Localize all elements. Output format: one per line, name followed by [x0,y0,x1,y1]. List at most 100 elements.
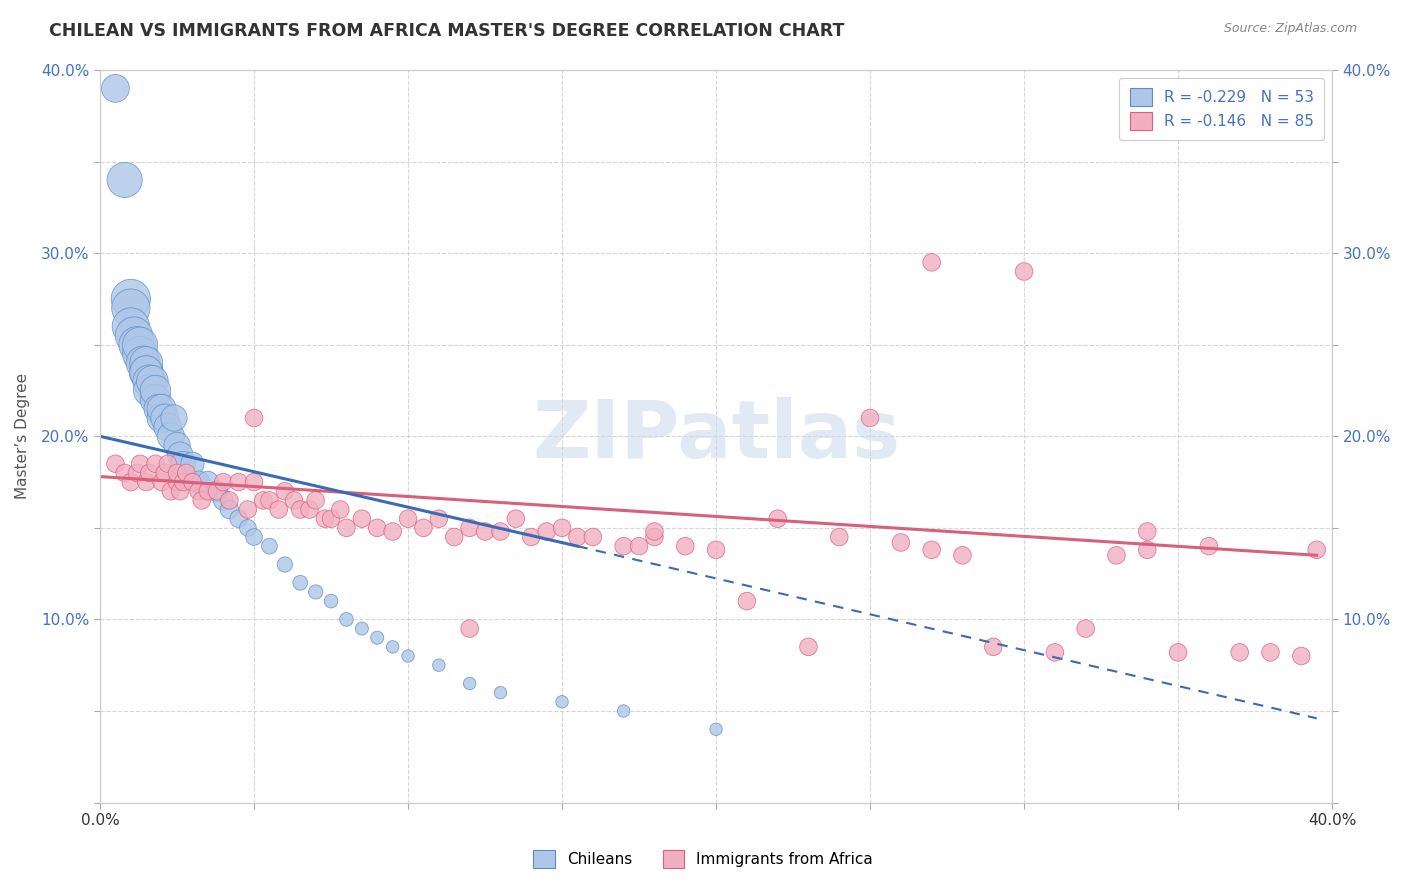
Point [197,475,219,489]
Point [135,356,157,370]
Point [160,429,183,443]
Point [536,524,558,539]
Point [427,658,450,673]
Point [890,535,912,549]
Point [1043,645,1066,659]
Point [218,493,240,508]
Text: Source: ZipAtlas.com: Source: ZipAtlas.com [1223,22,1357,36]
Point [172,457,194,471]
Point [120,292,142,306]
Point [243,411,266,425]
Point [135,365,157,379]
Point [163,411,186,425]
Point [218,502,240,516]
Point [138,384,160,398]
Point [335,612,357,626]
Point [489,524,512,539]
Point [150,401,173,416]
Point [366,521,388,535]
Point [319,594,342,608]
Point [259,493,281,508]
Point [643,530,665,544]
Point [148,401,170,416]
Point [252,493,274,508]
Point [181,457,204,471]
Point [350,511,373,525]
Point [166,466,188,480]
Point [283,493,305,508]
Point [205,484,228,499]
Point [298,502,321,516]
Point [505,511,527,525]
Point [129,347,152,361]
Point [1074,622,1097,636]
Point [859,411,882,425]
Point [766,511,789,525]
Point [169,484,191,499]
Point [197,484,219,499]
Point [172,475,194,489]
Point [412,521,434,535]
Point [187,484,209,499]
Point [1105,549,1128,563]
Text: ZIPatlas: ZIPatlas [531,397,900,475]
Point [153,466,176,480]
Point [489,686,512,700]
Point [236,502,259,516]
Point [243,530,266,544]
Point [474,524,496,539]
Point [156,457,179,471]
Point [150,411,173,425]
Point [122,328,145,343]
Point [150,475,173,489]
Point [135,475,157,489]
Point [156,420,179,434]
Point [174,466,197,480]
Point [567,530,589,544]
Point [673,539,696,553]
Point [236,521,259,535]
Point [129,337,152,351]
Point [153,411,176,425]
Point [1229,645,1251,659]
Point [1012,264,1035,278]
Point [520,530,543,544]
Point [1136,542,1159,557]
Point [120,319,142,334]
Point [329,502,352,516]
Point [187,475,209,489]
Point [212,475,235,489]
Point [304,493,326,508]
Point [613,539,636,553]
Point [120,301,142,315]
Point [551,695,574,709]
Point [1167,645,1189,659]
Point [304,585,326,599]
Point [735,594,758,608]
Point [952,549,974,563]
Point [125,337,148,351]
Point [290,575,312,590]
Point [104,81,127,95]
Point [1136,524,1159,539]
Legend: Chileans, Immigrants from Africa: Chileans, Immigrants from Africa [526,843,880,875]
Point [458,622,481,636]
Point [396,648,419,663]
Point [212,493,235,508]
Point [120,475,142,489]
Point [129,457,152,471]
Point [643,524,665,539]
Text: CHILEAN VS IMMIGRANTS FROM AFRICA MASTER'S DEGREE CORRELATION CHART: CHILEAN VS IMMIGRANTS FROM AFRICA MASTER… [49,22,845,40]
Point [267,502,290,516]
Point [396,511,419,525]
Point [166,475,188,489]
Point [458,521,481,535]
Point [145,384,167,398]
Point [582,530,605,544]
Point [828,530,851,544]
Point [704,723,727,737]
Point [921,255,943,269]
Point [104,457,127,471]
Point [381,524,404,539]
Point [135,365,157,379]
